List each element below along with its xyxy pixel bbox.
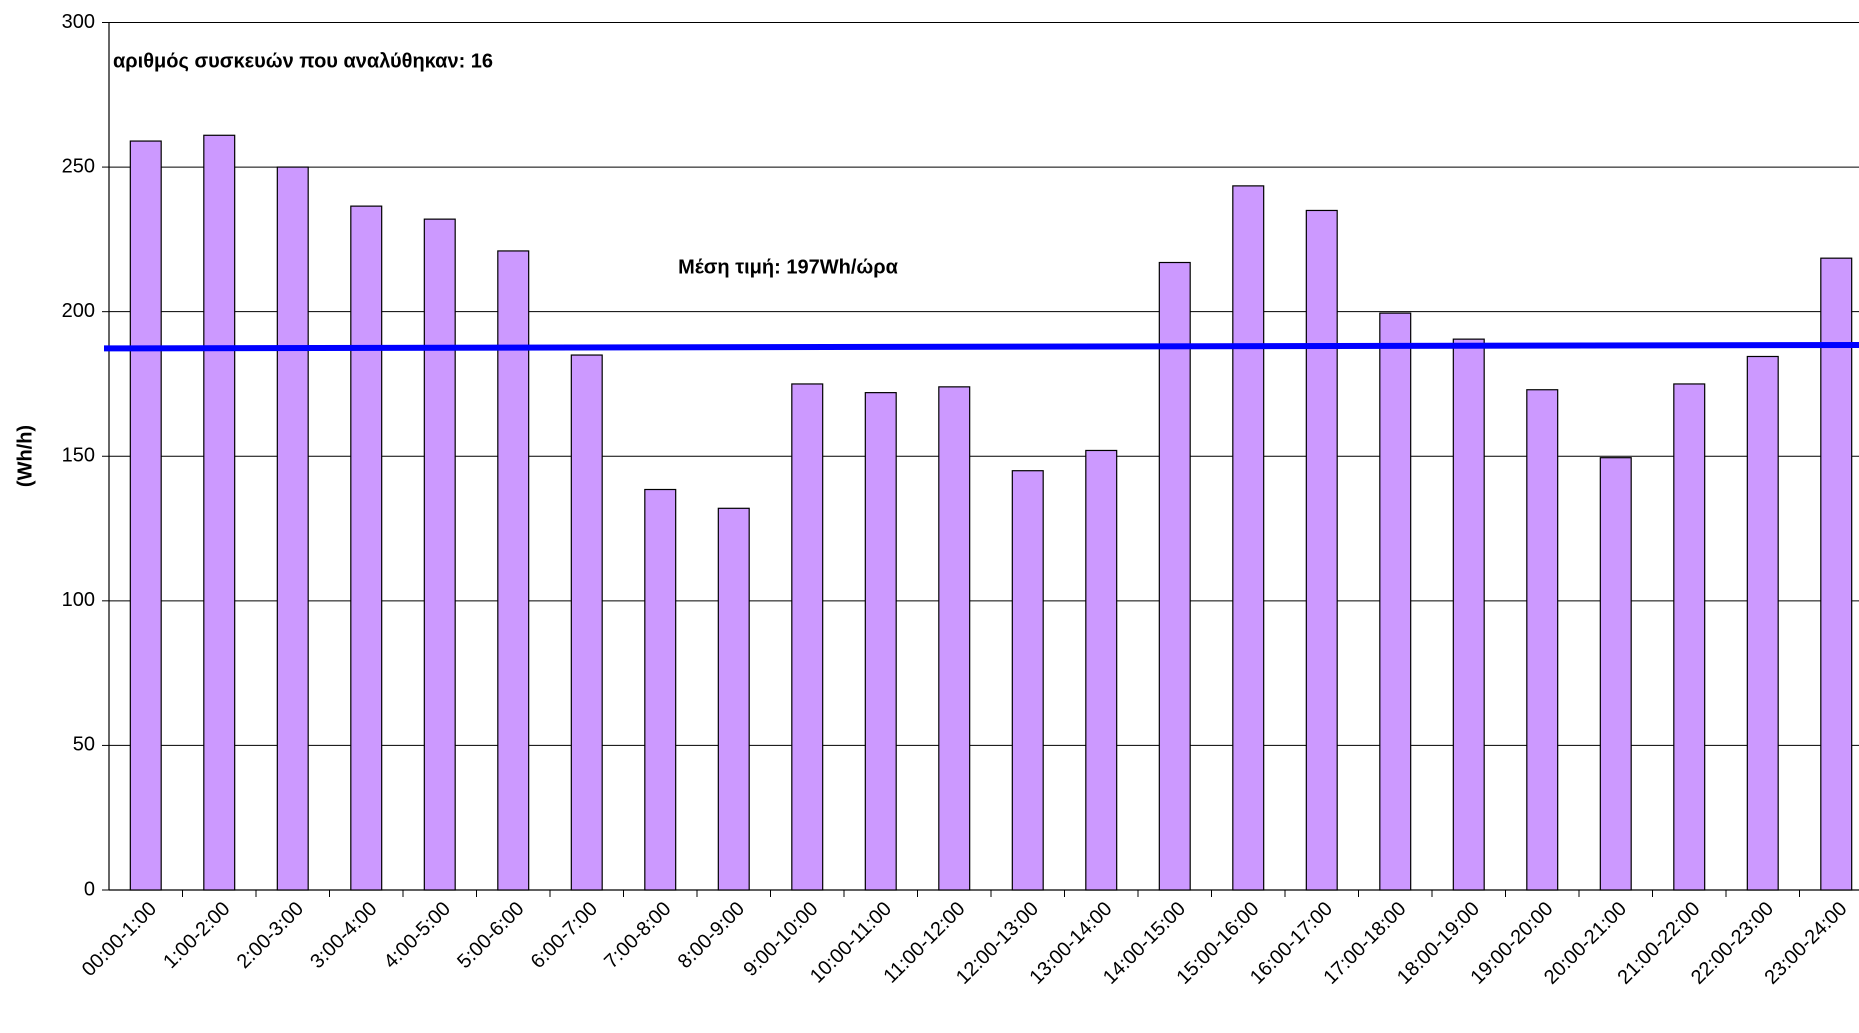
annotation: αριθμός συσκευών που αναλύθηκαν: 16 <box>113 50 493 72</box>
x-tick-label: 2:00-3:00 <box>233 898 308 973</box>
x-tick-label: 6:00-7:00 <box>527 898 602 973</box>
bar <box>1305 209 1338 891</box>
bar <box>1232 185 1265 891</box>
y-tick-label: 250 <box>62 155 95 177</box>
bar <box>1820 257 1853 891</box>
bar <box>350 205 383 891</box>
bar <box>791 383 824 891</box>
bar <box>938 386 971 891</box>
y-tick-label: 150 <box>62 445 95 467</box>
bar <box>1452 338 1485 891</box>
y-tick-label: 50 <box>73 734 95 756</box>
x-tick-label: 3:00-4:00 <box>306 898 381 973</box>
x-tick-label: 1:00-2:00 <box>159 898 234 973</box>
x-tick-label: 7:00-8:00 <box>600 898 675 973</box>
bar <box>423 218 456 891</box>
y-tick-label: 100 <box>62 589 95 611</box>
bar <box>276 166 309 891</box>
bar <box>644 488 677 891</box>
bar <box>203 134 236 891</box>
bar <box>497 250 530 891</box>
mean-line <box>103 341 1859 352</box>
bar <box>1011 470 1044 891</box>
bar <box>717 507 750 891</box>
bar <box>570 354 603 891</box>
x-tick-label: 5:00-6:00 <box>453 898 528 973</box>
bar <box>129 140 162 891</box>
x-tick-label: 8:00-9:00 <box>674 898 749 973</box>
bar <box>1526 389 1559 891</box>
bar <box>1746 355 1779 891</box>
bar <box>1379 312 1412 891</box>
mean-label: Μέση τιμή: 197Wh/ώρα <box>678 256 899 278</box>
bar <box>1599 457 1632 891</box>
x-tick-label: 00:00-1:00 <box>78 898 161 981</box>
bar <box>864 392 897 891</box>
y-tick-label: 200 <box>62 300 95 322</box>
x-tick-label: 4:00-5:00 <box>380 898 455 973</box>
y-tick-label: 0 <box>84 878 95 900</box>
y-tick-label: 300 <box>62 11 95 33</box>
bar <box>1158 261 1191 891</box>
y-axis-label: (Wh/h) <box>14 425 36 487</box>
bar <box>1085 449 1118 891</box>
bar <box>1673 383 1706 891</box>
